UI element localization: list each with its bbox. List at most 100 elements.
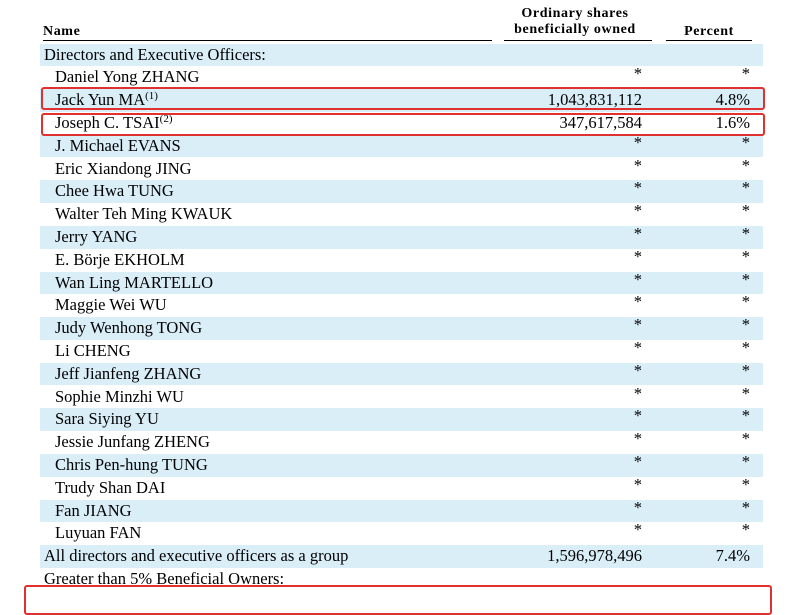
highlight-box-ma bbox=[41, 87, 765, 110]
row-name: Li CHENG bbox=[55, 340, 131, 363]
row-percent: * bbox=[741, 269, 750, 289]
table-row: Greater than 5% Beneficial Owners: bbox=[40, 568, 763, 591]
row-name: Maggie Wei WU bbox=[55, 294, 167, 317]
row-shares: * bbox=[633, 292, 642, 312]
table-row: Eric Xiandong JING * * bbox=[40, 155, 763, 181]
row-percent: 4.8% bbox=[715, 90, 750, 110]
row-name: Sara Siying YU bbox=[55, 408, 159, 431]
row-name-text: Jerry YANG bbox=[55, 226, 138, 246]
header-underline-name bbox=[43, 40, 492, 41]
row-name: J. Michael EVANS bbox=[55, 135, 181, 158]
row-percent: * bbox=[741, 64, 750, 84]
row-shares: * bbox=[633, 223, 642, 243]
row-shares: * bbox=[633, 406, 642, 426]
table-row: Chris Pen-hung TUNG * * bbox=[40, 451, 763, 477]
row-name-text: Judy Wenhong TONG bbox=[55, 318, 203, 338]
table-row: Sophie Minzhi WU * * bbox=[40, 383, 763, 409]
row-shares: * bbox=[633, 474, 642, 494]
row-shares: * bbox=[633, 360, 642, 380]
row-percent: * bbox=[741, 406, 750, 426]
row-name: Chee Hwa TUNG bbox=[55, 180, 174, 203]
table-row: Judy Wenhong TONG * * bbox=[40, 315, 763, 340]
highlight-box-tsai bbox=[41, 113, 765, 136]
table-row: Chee Hwa TUNG * * bbox=[40, 178, 763, 204]
table-row: Luyuan FAN * * bbox=[40, 520, 763, 545]
row-name: Luyuan FAN bbox=[55, 522, 141, 545]
row-name-text: Maggie Wei WU bbox=[55, 295, 167, 315]
table-row: Walter Teh Ming KWAUK * * bbox=[40, 201, 763, 226]
row-name: Greater than 5% Beneficial Owners: bbox=[44, 568, 284, 591]
footnote-ref: (1) bbox=[145, 90, 158, 103]
row-name: Jessie Junfang ZHENG bbox=[55, 431, 210, 454]
row-percent: * bbox=[741, 201, 750, 221]
table-row: Trudy Shan DAI * * bbox=[40, 474, 763, 500]
table-row: Jeff Jianfeng ZHANG * * bbox=[40, 360, 763, 386]
table-row: Wan Ling MARTELLO * * bbox=[40, 269, 763, 295]
header-shares: Ordinary shares beneficially owned bbox=[490, 6, 660, 38]
row-percent: * bbox=[741, 497, 750, 517]
row-name-text: Daniel Yong ZHANG bbox=[55, 67, 200, 87]
row-percent: * bbox=[741, 246, 750, 266]
row-name-text: Fan JIANG bbox=[55, 500, 132, 520]
row-shares: * bbox=[633, 201, 642, 221]
table-row: Li CHENG * * bbox=[40, 337, 763, 363]
row-shares: * bbox=[633, 246, 642, 266]
row-percent: * bbox=[741, 474, 750, 494]
row-name-text: Directors and Executive Officers: bbox=[44, 44, 266, 64]
row-name-text: Sara Siying YU bbox=[55, 409, 159, 429]
row-name-text: Trudy Shan DAI bbox=[55, 477, 166, 497]
row-percent: * bbox=[741, 360, 750, 380]
row-shares: * bbox=[633, 520, 642, 540]
row-name: Walter Teh Ming KWAUK bbox=[55, 203, 232, 226]
row-name: Directors and Executive Officers: bbox=[44, 44, 266, 67]
table-row: Fan JIANG * * bbox=[40, 497, 763, 523]
highlight-box-bottom bbox=[24, 585, 772, 615]
table-row: Sara Siying YU * * bbox=[40, 406, 763, 432]
row-shares: * bbox=[633, 451, 642, 471]
row-shares: * bbox=[633, 269, 642, 289]
table-row: Jerry YANG * * bbox=[40, 223, 763, 249]
row-name: Daniel Yong ZHANG bbox=[55, 66, 199, 89]
row-name-text: Greater than 5% Beneficial Owners: bbox=[44, 568, 285, 588]
row-name-text: All directors and executive officers as … bbox=[44, 546, 349, 566]
row-percent: * bbox=[741, 383, 750, 403]
row-shares: * bbox=[633, 178, 642, 198]
row-percent: * bbox=[741, 520, 750, 540]
row-shares: 1,043,831,112 bbox=[547, 90, 642, 110]
row-name: Joseph C. TSAI(2) bbox=[55, 112, 173, 135]
row-name-text: J. Michael EVANS bbox=[55, 135, 181, 155]
row-percent: * bbox=[741, 429, 750, 449]
header-shares-line1: Ordinary shares bbox=[521, 6, 629, 21]
row-shares: * bbox=[633, 155, 642, 175]
header-underline-percent bbox=[666, 40, 752, 41]
row-name-text: Li CHENG bbox=[55, 340, 131, 360]
row-name-text: Walter Teh Ming KWAUK bbox=[55, 204, 233, 224]
table-row: Maggie Wei WU * * bbox=[40, 292, 763, 317]
row-shares: * bbox=[633, 64, 642, 84]
header-underline-shares bbox=[504, 40, 652, 41]
row-shares: * bbox=[633, 337, 642, 357]
row-name-text: Eric Xiandong JING bbox=[55, 158, 192, 178]
row-shares: * bbox=[633, 132, 642, 152]
header-percent: Percent bbox=[684, 24, 734, 39]
row-percent: 1.6% bbox=[715, 112, 750, 132]
row-name-text: Luyuan FAN bbox=[55, 523, 142, 543]
row-name-text: Sophie Minzhi WU bbox=[55, 386, 184, 406]
row-percent: * bbox=[741, 155, 750, 175]
row-name: Sophie Minzhi WU bbox=[55, 386, 184, 409]
row-name-text: Jessie Junfang ZHENG bbox=[55, 432, 210, 452]
row-name: Eric Xiandong JING bbox=[55, 158, 192, 181]
row-shares: * bbox=[633, 497, 642, 517]
row-percent: * bbox=[741, 337, 750, 357]
row-percent: * bbox=[741, 451, 750, 471]
table-row: J. Michael EVANS * * bbox=[40, 132, 763, 158]
row-shares: 1,596,978,496 bbox=[547, 546, 642, 566]
row-percent: * bbox=[741, 132, 750, 152]
row-percent: * bbox=[741, 223, 750, 243]
row-percent: * bbox=[741, 315, 750, 335]
table-row: E. Börje EKHOLM * * bbox=[40, 246, 763, 272]
footnote-ref: (2) bbox=[159, 112, 173, 125]
row-name: Jeff Jianfeng ZHANG bbox=[55, 363, 201, 386]
row-name-text: Jack Yun MA bbox=[55, 90, 146, 110]
row-name-text: Joseph C. TSAI bbox=[55, 112, 160, 132]
